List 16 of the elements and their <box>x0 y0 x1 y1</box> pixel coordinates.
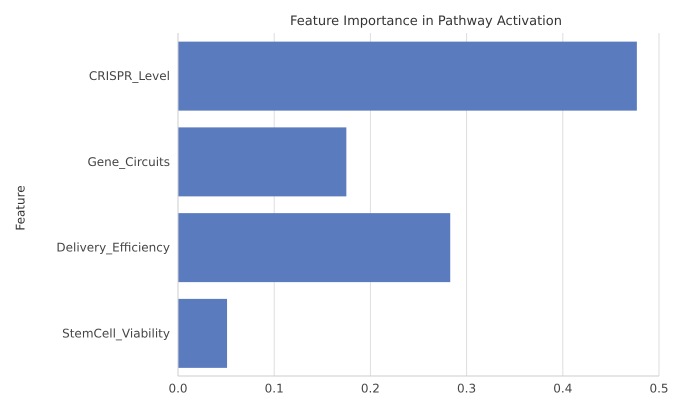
x-tick-label: 0.4 <box>553 382 572 396</box>
x-tick-label: 0.1 <box>264 382 284 396</box>
x-tick-label: 0.5 <box>649 382 669 396</box>
y-tick-label: Delivery_Efficiency <box>56 240 170 255</box>
x-tick-label: 0.2 <box>360 382 380 396</box>
bar <box>178 213 450 282</box>
x-tick-label: 0.0 <box>168 382 188 396</box>
y-tick-label: StemCell_Viability <box>62 326 170 340</box>
bar <box>178 127 346 196</box>
y-tick-label: Gene_Circuits <box>87 154 170 169</box>
chart-title: Feature Importance in Pathway Activation <box>289 14 563 29</box>
y-axis-title: Feature <box>14 185 28 231</box>
bar <box>178 298 228 368</box>
x-tick-label: 0.3 <box>457 382 476 396</box>
y-tick-label: CRISPR_Level <box>88 69 170 84</box>
bar <box>178 42 637 111</box>
